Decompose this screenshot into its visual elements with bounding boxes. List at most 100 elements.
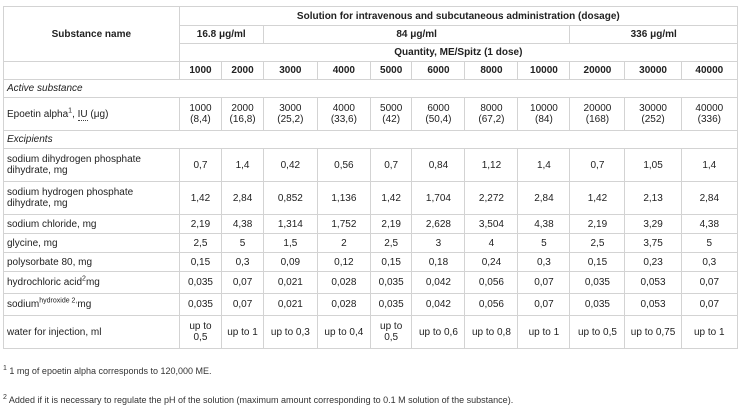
table-row: Epoetin alpha1, IU (μg) 1000 (8,4) 2000 … bbox=[3, 97, 739, 131]
table-cell: 0,028 bbox=[316, 271, 371, 294]
footnote-text: Added if it is necessary to regulate the… bbox=[8, 395, 514, 405]
table-cell: up to 0,4 bbox=[316, 315, 371, 349]
dose-header: 6000 bbox=[411, 61, 466, 80]
table-cell: 0,035 bbox=[369, 293, 413, 316]
table-cell: 1,42 bbox=[369, 181, 413, 215]
row-label: water for injection, ml bbox=[3, 315, 180, 349]
table-cell: up to 0,75 bbox=[624, 315, 682, 349]
footnote-1: 1 1 mg of epoetin alpha corresponds to 1… bbox=[3, 365, 212, 376]
footnote-mark: 1 bbox=[3, 365, 7, 372]
table-cell: up to 1 bbox=[680, 315, 739, 349]
table-cell: 20000 (168) bbox=[569, 97, 626, 131]
table-row: sodiumhydroxide 2,mg 0,035 0,07 0,021 0,… bbox=[3, 293, 739, 316]
table-cell: 4,38 bbox=[221, 214, 264, 234]
table-cell: up to 0,6 bbox=[411, 315, 466, 349]
table-cell: 4000 (33,6) bbox=[316, 97, 371, 131]
footnote-ref-2[interactable]: 2 bbox=[82, 275, 86, 283]
table-cell: 0,021 bbox=[262, 293, 318, 316]
table-cell: 1,704 bbox=[411, 181, 466, 215]
table-cell: 3,504 bbox=[464, 214, 519, 234]
table-cell: 2,5 bbox=[569, 233, 626, 253]
table-cell: 2,5 bbox=[178, 233, 223, 253]
table-cell: 0,053 bbox=[624, 271, 682, 294]
table-cell: up to 0,8 bbox=[464, 315, 519, 349]
epoetin-name: Epoetin alpha bbox=[7, 108, 69, 120]
table-cell: 2,84 bbox=[680, 181, 739, 215]
row-label: sodium dihydrogen phosphate dihydrate, m… bbox=[3, 148, 180, 182]
table-cell: 4,38 bbox=[680, 214, 739, 234]
table-cell: 0,7 bbox=[369, 148, 413, 182]
table-cell: 0,84 bbox=[411, 148, 466, 182]
table-row: sodium chloride, mg 2,19 4,38 1,314 1,75… bbox=[3, 214, 739, 234]
table-cell: 1,5 bbox=[262, 233, 318, 253]
table-cell: 0,07 bbox=[517, 271, 571, 294]
footnote-text: 1 mg of epoetin alpha corresponds to 120… bbox=[9, 366, 212, 376]
row-label-epoetin: Epoetin alpha1, IU (μg) bbox=[3, 97, 180, 131]
table-cell: 5 bbox=[517, 233, 571, 253]
table-cell: 2,5 bbox=[369, 233, 413, 253]
hydroxide-unit: mg bbox=[77, 299, 92, 310]
dose-header: 2000 bbox=[221, 61, 264, 80]
table-cell: 0,852 bbox=[262, 181, 318, 215]
dosage-table: Substance name Solution for intravenous … bbox=[3, 6, 739, 349]
table-cell: 0,035 bbox=[369, 271, 413, 294]
substance-name-label: Substance name bbox=[51, 28, 132, 40]
table-cell: 0,3 bbox=[680, 252, 739, 272]
epoetin-comma: , bbox=[72, 108, 75, 120]
table-cell: 0,24 bbox=[464, 252, 519, 272]
table-cell: 5 bbox=[680, 233, 739, 253]
table-cell: 0,053 bbox=[624, 293, 682, 316]
dosage-group-3: 336 μg/ml bbox=[569, 25, 738, 44]
table-cell: 0,035 bbox=[178, 271, 223, 294]
footnote-ref-1[interactable]: 1 bbox=[68, 107, 73, 115]
table-row: hydrochloric acid2mg 0,035 0,07 0,021 0,… bbox=[3, 271, 739, 294]
table-cell: 0,42 bbox=[262, 148, 318, 182]
section-excipients: Excipients bbox=[3, 130, 738, 149]
table-cell: 0,035 bbox=[569, 293, 626, 316]
table-cell: up to 0,5 bbox=[178, 315, 223, 349]
dose-header: 20000 bbox=[569, 61, 626, 80]
table-cell: 4,38 bbox=[517, 214, 571, 234]
acid-name: hydrochloric acid bbox=[7, 277, 83, 288]
table-row: polysorbate 80, mg 0,15 0,3 0,09 0,12 0,… bbox=[3, 252, 739, 272]
table-cell: 0,035 bbox=[178, 293, 223, 316]
table-cell: 0,056 bbox=[464, 271, 519, 294]
table-cell: 1,4 bbox=[680, 148, 739, 182]
table-cell: 0,7 bbox=[569, 148, 626, 182]
table-cell: 2000 (16,8) bbox=[221, 97, 264, 131]
table-cell: 2,13 bbox=[624, 181, 682, 215]
table-cell: up to 1 bbox=[517, 315, 571, 349]
dose-header: 1000 bbox=[178, 61, 223, 80]
footnote-ref-2[interactable]: hydroxide 2, bbox=[39, 297, 78, 305]
table-cell: 0,12 bbox=[316, 252, 371, 272]
table-cell: 0,07 bbox=[680, 293, 739, 316]
iu-abbreviation[interactable]: IU bbox=[77, 108, 88, 121]
table-cell: 3 bbox=[411, 233, 466, 253]
table-cell: 0,021 bbox=[262, 271, 318, 294]
row-label: sodium hydrogen phosphate dihydrate, mg bbox=[3, 181, 180, 215]
dosage-group-2: 84 μg/ml bbox=[262, 25, 571, 44]
dosage-group-1: 16.8 μg/ml bbox=[178, 25, 264, 44]
table-cell: 0,3 bbox=[517, 252, 571, 272]
table-cell: 1,4 bbox=[221, 148, 264, 182]
row-label-hydrochloric-acid: hydrochloric acid2mg bbox=[3, 271, 180, 294]
table-cell: 0,15 bbox=[369, 252, 413, 272]
table-cell: 0,07 bbox=[517, 293, 571, 316]
table-cell: 0,07 bbox=[221, 293, 264, 316]
dose-header: 3000 bbox=[262, 61, 318, 80]
table-cell: 1,12 bbox=[464, 148, 519, 182]
table-cell: 0,07 bbox=[221, 271, 264, 294]
table-cell: 1,4 bbox=[517, 148, 571, 182]
row-label-sodium-hydroxide: sodiumhydroxide 2,mg bbox=[3, 293, 180, 316]
table-cell: 0,18 bbox=[411, 252, 466, 272]
table-row: sodium hydrogen phosphate dihydrate, mg … bbox=[3, 181, 739, 215]
table-cell: 1,42 bbox=[569, 181, 626, 215]
table-cell: 8000 (67,2) bbox=[464, 97, 519, 131]
footnote-mark: 2 bbox=[3, 394, 7, 401]
table-cell: 0,035 bbox=[569, 271, 626, 294]
table-cell: 3,75 bbox=[624, 233, 682, 253]
table-cell: 1,05 bbox=[624, 148, 682, 182]
table-cell: 0,042 bbox=[411, 271, 466, 294]
dose-header-spacer bbox=[3, 61, 180, 80]
dose-header: 4000 bbox=[316, 61, 371, 80]
